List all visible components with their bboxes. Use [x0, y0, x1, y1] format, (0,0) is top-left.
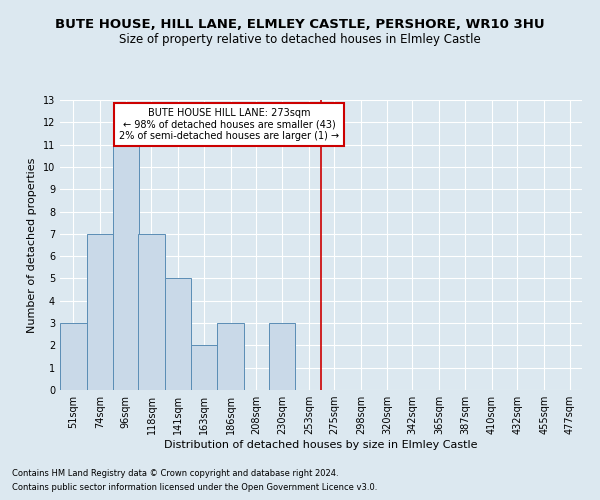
Bar [165, 278, 191, 390]
Text: Contains HM Land Registry data © Crown copyright and database right 2024.: Contains HM Land Registry data © Crown c… [12, 468, 338, 477]
Y-axis label: Number of detached properties: Number of detached properties [27, 158, 37, 332]
Bar [217, 323, 244, 390]
Bar [269, 323, 295, 390]
Bar [113, 144, 139, 390]
Bar [191, 346, 217, 390]
Text: BUTE HOUSE, HILL LANE, ELMLEY CASTLE, PERSHORE, WR10 3HU: BUTE HOUSE, HILL LANE, ELMLEY CASTLE, PE… [55, 18, 545, 30]
Bar [60, 323, 86, 390]
Bar [138, 234, 164, 390]
Text: BUTE HOUSE HILL LANE: 273sqm
← 98% of detached houses are smaller (43)
2% of sem: BUTE HOUSE HILL LANE: 273sqm ← 98% of de… [119, 108, 339, 141]
Text: Contains public sector information licensed under the Open Government Licence v3: Contains public sector information licen… [12, 484, 377, 492]
Text: Size of property relative to detached houses in Elmley Castle: Size of property relative to detached ho… [119, 32, 481, 46]
X-axis label: Distribution of detached houses by size in Elmley Castle: Distribution of detached houses by size … [164, 440, 478, 450]
Bar [87, 234, 113, 390]
